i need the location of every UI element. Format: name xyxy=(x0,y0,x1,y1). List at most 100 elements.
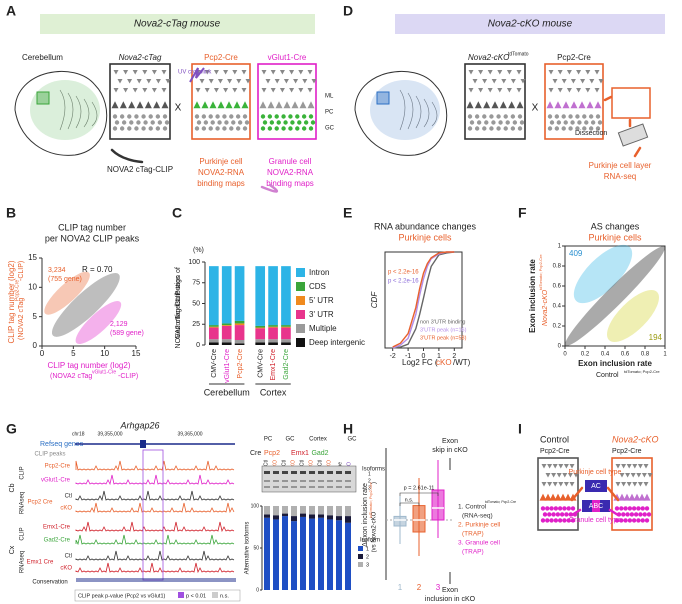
y-tick-label: 50 xyxy=(253,545,259,551)
y-tick-label: 15 xyxy=(28,253,37,262)
label: Pcp2-Cre xyxy=(612,448,642,455)
granule-cell xyxy=(242,126,248,131)
x-tick-label: 1 xyxy=(437,353,441,360)
label: 194 xyxy=(649,333,663,342)
label: Emx1-Cre xyxy=(43,525,71,531)
granule-cell xyxy=(638,512,643,517)
granule-cell xyxy=(148,126,153,131)
y-tick-label: 1 xyxy=(558,244,562,250)
label: cKO xyxy=(60,506,72,512)
y-tick-label: 10 xyxy=(28,282,37,291)
panel-letter: E xyxy=(343,205,352,221)
purkinje-cell xyxy=(549,493,557,501)
x-tick-label: 0.4 xyxy=(601,352,610,358)
label: GC xyxy=(286,437,296,443)
granule-cell xyxy=(235,114,241,119)
point-cloud xyxy=(75,301,122,345)
label: binding maps xyxy=(266,179,314,188)
ml-cell xyxy=(204,88,210,93)
bar-segment xyxy=(291,516,297,522)
chart-title: AS changes xyxy=(591,221,640,231)
label: NOVA2-RNA xyxy=(267,168,314,177)
granule-cell xyxy=(644,518,650,523)
purkinje-cell xyxy=(508,101,516,109)
granule-cell xyxy=(633,512,639,517)
region-label: Cerebellum xyxy=(22,53,63,62)
granule-cell xyxy=(498,120,503,125)
brain-fold xyxy=(75,95,82,129)
label: Nova2-cTag xyxy=(119,53,162,62)
label: (RNA-seq) xyxy=(462,513,493,520)
label: Conservation xyxy=(32,580,67,586)
ml-cell xyxy=(213,70,219,75)
granule-cell xyxy=(577,120,582,125)
group-label: Cortex xyxy=(260,387,287,397)
label: CLIP tag number (log2) xyxy=(7,260,16,343)
ml-cell xyxy=(487,70,493,75)
ml-cell xyxy=(270,88,276,93)
purkinje-cell xyxy=(628,493,636,501)
granule-cell xyxy=(559,512,565,517)
gel-band xyxy=(291,480,297,482)
ml-cell xyxy=(541,482,547,487)
label: tdTomato; Pcp2-Cre xyxy=(624,369,660,374)
ml-cell xyxy=(311,79,317,84)
purkinje-cell xyxy=(144,101,152,109)
granule-cell xyxy=(297,120,302,125)
granule-cell xyxy=(157,120,163,125)
ml-cell xyxy=(516,88,522,93)
purkinje-cell xyxy=(259,101,267,109)
bar-segment xyxy=(291,506,297,517)
purkinje-cell xyxy=(618,493,626,501)
label: chr18 xyxy=(72,431,85,437)
bar-segment xyxy=(336,506,342,517)
ml-cell xyxy=(598,79,604,84)
granule-cell xyxy=(584,120,589,125)
granule-cell xyxy=(267,114,273,119)
granule-cell xyxy=(155,126,161,131)
legend-swatch xyxy=(296,310,305,319)
gel-band xyxy=(264,471,270,474)
granule-cell xyxy=(517,126,523,131)
ml-cell xyxy=(123,70,129,75)
arrow xyxy=(260,183,279,193)
ml-cell xyxy=(468,88,474,93)
granule-cell xyxy=(623,518,628,523)
ml-cell xyxy=(506,70,512,75)
ml-cell xyxy=(630,473,636,478)
label: Cortex xyxy=(309,437,327,443)
label: (vs Nova2-cKO xyxy=(372,511,378,552)
granule-cell xyxy=(621,512,626,517)
granule-cell xyxy=(134,126,139,131)
granule-cell xyxy=(562,518,567,523)
granule-cell xyxy=(547,114,553,119)
label: skip in cKO xyxy=(432,447,468,454)
label: (TRAP) xyxy=(462,549,484,556)
granule-cell xyxy=(561,126,566,131)
granule-cell xyxy=(588,114,594,119)
gel-band xyxy=(282,480,288,482)
ml-cell xyxy=(576,70,582,75)
granule-cell xyxy=(517,114,523,119)
granule-cell xyxy=(281,114,286,119)
legend-swatch xyxy=(296,338,305,347)
ml-cell xyxy=(117,79,123,84)
panel-header: Nova2-cKO mouse xyxy=(488,19,573,30)
gel-band xyxy=(300,471,306,474)
granule-cell xyxy=(505,120,510,125)
granule-cell xyxy=(563,120,568,125)
granule-cell xyxy=(489,126,494,131)
granule-cell xyxy=(503,114,508,119)
bar-segment xyxy=(282,516,288,590)
bar-segment xyxy=(209,325,219,327)
region-box xyxy=(376,91,390,105)
legend-swatch xyxy=(358,554,363,559)
granule-cell xyxy=(308,126,314,131)
legend-label: 1 xyxy=(366,546,369,552)
legend-label: non 3'UTR binding xyxy=(420,319,465,325)
x-tick-label: Gad2-Cre xyxy=(283,349,290,380)
y-tick-label: 5 xyxy=(33,312,38,321)
ml-cell xyxy=(265,79,271,84)
granule-cell xyxy=(148,114,153,119)
